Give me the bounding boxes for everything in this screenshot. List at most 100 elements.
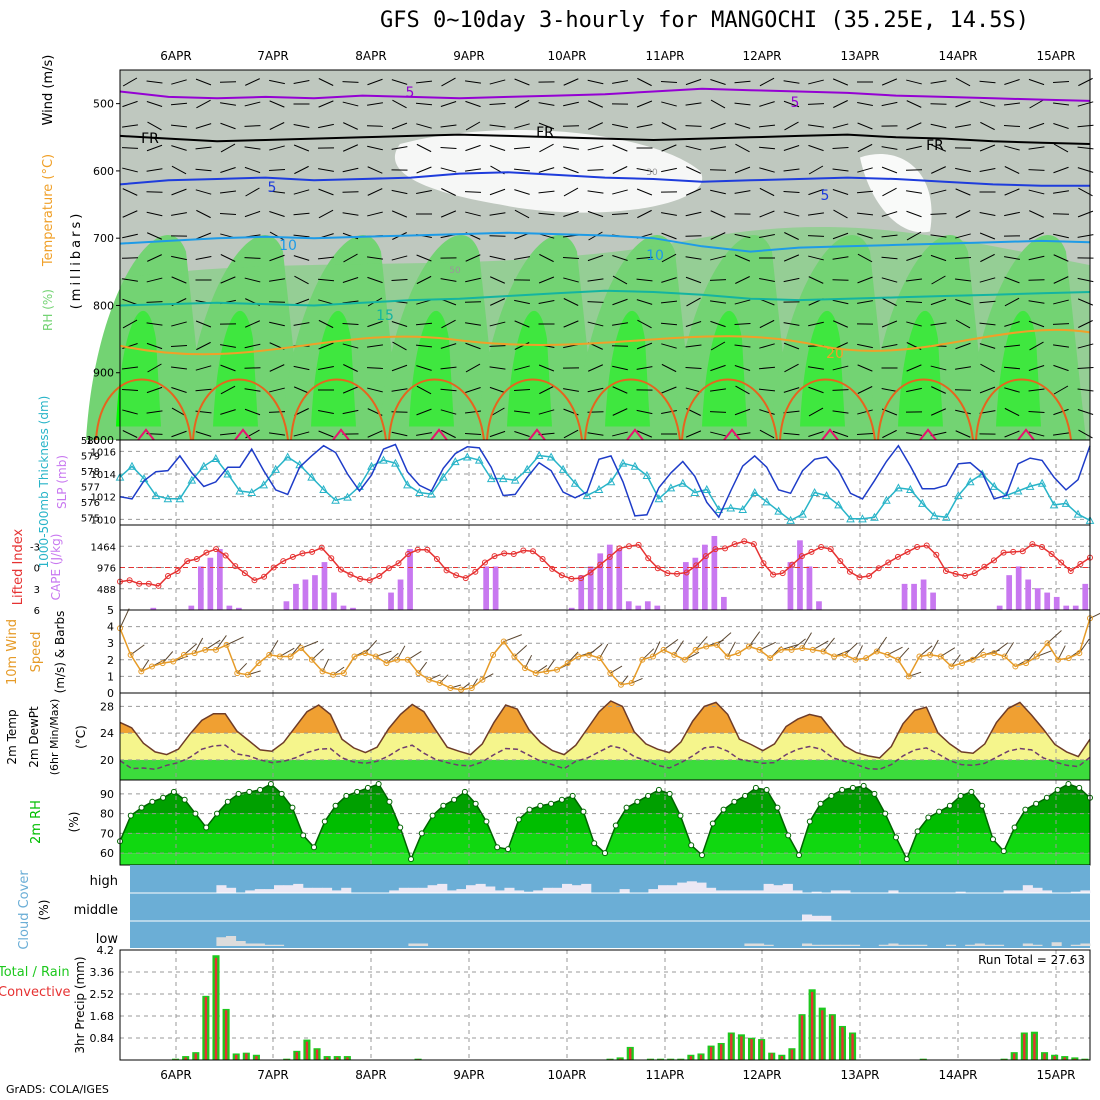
- wind10-speed-series-point: [1023, 660, 1030, 667]
- wind-barb: [465, 100, 481, 108]
- wind-barb: [122, 210, 138, 218]
- wind-barb: [489, 345, 506, 347]
- precip-convective-bar: [790, 1049, 794, 1060]
- wind-barb: [710, 341, 726, 351]
- wind-barb: [195, 255, 212, 261]
- wind-barb: [857, 233, 873, 239]
- precip-convective-bar: [315, 1049, 319, 1060]
- wind-barb: [220, 254, 236, 262]
- y-tick-label: 600: [93, 165, 114, 178]
- rh2m-series-point: [666, 790, 673, 797]
- wind-barb: [391, 210, 408, 218]
- rh2m-units-text: (%): [67, 812, 81, 833]
- date-label-top: 9APR: [453, 49, 484, 63]
- wind-barb: [220, 385, 236, 395]
- thickness-series-point: [798, 509, 807, 518]
- wind-barb: [465, 277, 481, 283]
- wind-barb: [685, 211, 702, 217]
- thickness-series-point: [367, 461, 376, 470]
- cloud-high-bar: [571, 885, 582, 893]
- date-label-top: 14APR: [938, 49, 977, 63]
- rh2m-series-point: [505, 846, 511, 853]
- wind-barb: [489, 276, 506, 284]
- cloud-high-bar: [744, 890, 755, 893]
- rh2m-series-point: [332, 802, 339, 809]
- wind-barb: [367, 344, 383, 348]
- dewpt2m-ylabel: 2m DewPt: [27, 706, 41, 768]
- rh2m-series-point: [214, 810, 220, 817]
- wind-barb: [269, 231, 285, 241]
- wind-barb: [857, 253, 873, 263]
- precip-convective-bar: [1033, 1033, 1036, 1060]
- thickness-tick: 577: [81, 482, 100, 493]
- cloud-high-bar: [504, 887, 515, 893]
- wind-barb: [1053, 123, 1069, 129]
- rh2m-series-point: [472, 800, 479, 807]
- wind10-speed-series-point: [1033, 653, 1040, 660]
- wind-barb: [661, 212, 677, 216]
- wind-barb: [416, 166, 432, 174]
- wind-barb: [660, 80, 678, 84]
- wind-barb: [1077, 101, 1094, 107]
- isotherm-30C: [137, 428, 155, 441]
- precip-convective-bar: [851, 1033, 854, 1060]
- wind-barb: [562, 125, 580, 127]
- cape-bar: [654, 605, 661, 610]
- cloud-high-bar: [408, 887, 419, 893]
- lifted-index-series-point: [1000, 549, 1007, 556]
- temp-band-warm: [120, 701, 1090, 734]
- thickness-series-point: [163, 494, 173, 503]
- wind-barb: [832, 78, 849, 86]
- wind10-speed-series-point: [170, 658, 177, 665]
- precip-convective-bar: [1013, 1053, 1016, 1060]
- wind-barb: [954, 278, 972, 282]
- thickness-series-point: [1025, 481, 1035, 490]
- wind-barb: [219, 81, 237, 83]
- cloud-high-bar: [1013, 890, 1024, 893]
- precip-convective-bar: [346, 1057, 349, 1060]
- thickness-series-point: [822, 491, 831, 500]
- wind-barb: [489, 79, 506, 85]
- temp-band-cool: [120, 759, 1090, 780]
- rh2m-series-point: [699, 852, 705, 859]
- wind-barb: [122, 124, 138, 128]
- wind-barb: [636, 100, 653, 108]
- wind-barb: [759, 77, 775, 87]
- rh2m-series-point: [138, 804, 145, 811]
- cloud-level-label: high: [90, 874, 118, 889]
- precip-convective-bar: [709, 1046, 713, 1060]
- rh2m-series-point: [289, 804, 296, 811]
- wind-barb: [979, 322, 996, 326]
- wind-barb: [612, 408, 628, 416]
- contour-label: 20: [826, 346, 844, 362]
- wind-barb: [367, 78, 383, 86]
- wind-barb: [514, 99, 530, 109]
- wind-barb: [1053, 143, 1069, 153]
- wind-barb: [1004, 211, 1020, 217]
- rh2m-series-point: [720, 806, 727, 813]
- cloud-high-bar: [312, 887, 323, 893]
- cloud-high-bar: [446, 890, 457, 893]
- thickness-series-point: [199, 461, 209, 470]
- precip-convective-bar: [255, 1056, 258, 1060]
- precip-convective-bar: [689, 1056, 693, 1060]
- ylabel-temperature: Temperature (°C): [41, 154, 56, 267]
- date-label-top: 12APR: [742, 49, 781, 63]
- wind10-speed-series-point: [969, 656, 976, 663]
- wind-barb: [587, 364, 604, 372]
- wind-barb: [318, 168, 334, 172]
- wind-barb: [784, 232, 799, 240]
- wind-barb: [489, 321, 506, 327]
- wind-barb: [146, 144, 163, 152]
- wind-barb: [268, 168, 286, 172]
- isotherm-30C: [430, 428, 448, 441]
- wind10-speed-series-point: [713, 641, 720, 648]
- wind10-speed-series-point: [1065, 655, 1072, 662]
- rh2m-series-point: [364, 784, 371, 791]
- wind-barb: [121, 257, 139, 259]
- wind-barb: [1028, 122, 1045, 130]
- wind-barb: [930, 123, 947, 129]
- rh2m-series-point: [688, 842, 695, 849]
- rh2m-ylabel: 2m RH: [29, 800, 44, 844]
